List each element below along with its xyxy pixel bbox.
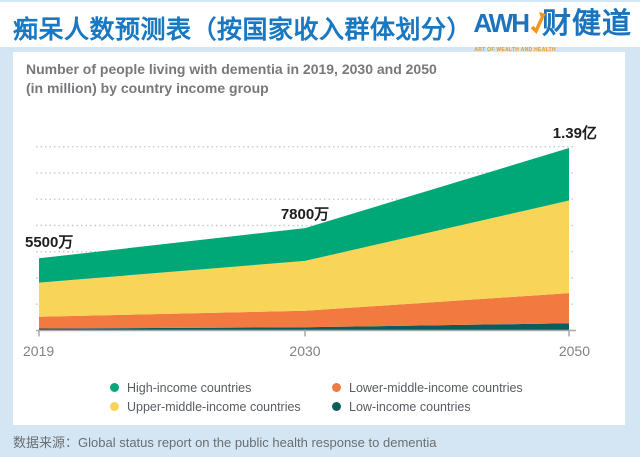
brand-logo: AWH ART OF WEALTH AND HEALTH 财健道: [473, 8, 632, 53]
logo-cn-text: 财健道: [541, 8, 632, 40]
data-label-2050: 1.39亿: [552, 125, 597, 142]
data-label-2030: 7800万: [280, 206, 330, 223]
legend-item-upper-middle-income: Upper-middle-income countries: [110, 397, 332, 416]
area-high-income-countries: [39, 148, 569, 283]
top-banner: 痴呆人数预测表（按国家收入群体划分） AWH ART OF WEALTH AND…: [0, 2, 640, 53]
legend-label: Low-income countries: [349, 399, 471, 414]
legend-label: High-income countries: [127, 380, 252, 395]
legend-item-lower-middle-income: Lower-middle-income countries: [332, 378, 523, 397]
legend-dot-high-income-icon: [110, 383, 119, 392]
x-axis-label-2050: 2050: [558, 343, 590, 359]
source-text: Global status report on the public healt…: [78, 435, 437, 450]
logo-tagline: ART OF WEALTH AND HEALTH: [474, 47, 556, 53]
stacked-area-chart: [36, 145, 576, 337]
x-axis-label-2019: 2019: [23, 343, 55, 359]
chart-panel: Number of people living with dementia in…: [13, 52, 625, 425]
legend-dot-low-income-icon: [332, 402, 341, 411]
legend-label: Upper-middle-income countries: [127, 399, 301, 414]
legend-label: Lower-middle-income countries: [349, 380, 523, 395]
area-low-income-countries: [39, 323, 569, 331]
source-note: 数据来源：Global status report on the public …: [13, 432, 436, 451]
logo-arrow-icon: [530, 12, 546, 35]
legend-item-high-income: High-income countries: [110, 378, 332, 397]
chart-title: Number of people living with dementia in…: [26, 60, 546, 98]
source-prefix: 数据来源：: [13, 435, 79, 450]
chart-legend: High-income countries Upper-middle-incom…: [110, 378, 523, 416]
logo-awh-text: AWH ART OF WEALTH AND HEALTH: [473, 8, 555, 53]
chart-title-line1: Number of people living with dementia in…: [26, 61, 437, 77]
x-axis-label-2030: 2030: [289, 343, 321, 359]
legend-dot-lower-middle-income-icon: [332, 383, 341, 392]
data-label-2019: 5500万: [25, 234, 74, 251]
legend-dot-upper-middle-income-icon: [110, 402, 119, 411]
area-upper-middle-income-countries: [39, 200, 569, 317]
area-lower-middle-income-countries: [39, 293, 569, 329]
page-title: 痴呆人数预测表（按国家收入群体划分）: [13, 16, 473, 44]
legend-item-low-income: Low-income countries: [332, 397, 523, 416]
chart-title-line2: (in million) by country income group: [26, 80, 269, 96]
